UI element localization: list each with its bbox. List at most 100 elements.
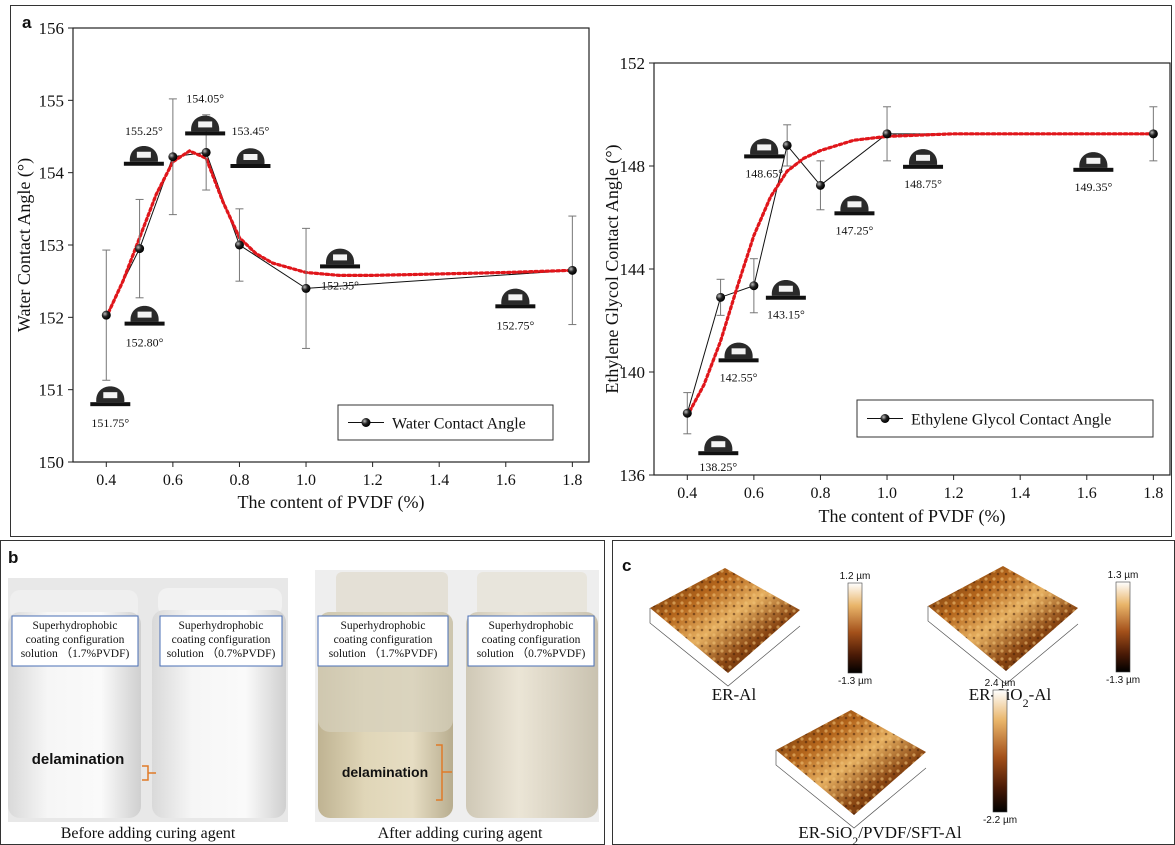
x-tick-label: 1.4 bbox=[1010, 485, 1030, 502]
color-scale bbox=[993, 690, 1007, 812]
photo-label: solution （0.7%PVDF) bbox=[167, 647, 276, 660]
x-tick-label: 1.8 bbox=[1143, 485, 1163, 502]
angle-annotation: 147.25° bbox=[836, 223, 874, 237]
photo-caption: After adding curing agent bbox=[378, 825, 543, 842]
angle-annotation: 152.80° bbox=[126, 336, 164, 350]
droplet-surface bbox=[698, 451, 738, 455]
droplet-highlight bbox=[243, 154, 257, 160]
legend-label: Water Contact Angle bbox=[392, 416, 526, 433]
x-tick-label: 1.2 bbox=[363, 472, 383, 489]
x-axis-label: The content of PVDF (%) bbox=[238, 492, 425, 513]
afm-caption: ER-Al bbox=[712, 685, 757, 704]
data-point bbox=[168, 152, 177, 161]
droplet-surface bbox=[744, 154, 784, 158]
droplet-surface bbox=[495, 304, 535, 308]
photo-label: solution （1.7%PVDF) bbox=[21, 647, 130, 660]
scale-min-label: -1.3 µm bbox=[838, 676, 872, 687]
photo-label: coating configuration bbox=[172, 634, 271, 646]
photo-caption: Before adding curing agent bbox=[61, 825, 236, 842]
angle-annotation: 148.75° bbox=[904, 177, 942, 191]
x-tick-label: 0.8 bbox=[810, 485, 830, 502]
angle-annotation: 148.65° bbox=[745, 166, 783, 180]
y-axis-label: Ethylene Glycol Contact Angle (°) bbox=[602, 144, 623, 393]
afm-texture bbox=[650, 568, 800, 673]
caption-part: ER-SiO bbox=[798, 823, 852, 842]
photo-label: solution （0.7%PVDF) bbox=[477, 647, 586, 660]
angle-annotation: 153.45° bbox=[232, 124, 270, 138]
photo-after bbox=[315, 570, 599, 822]
x-tick-label: 0.8 bbox=[229, 472, 249, 489]
color-scale bbox=[848, 583, 862, 673]
angle-annotation: 154.05° bbox=[186, 91, 224, 105]
angle-annotation: 152.75° bbox=[496, 318, 534, 332]
droplet-icon bbox=[744, 139, 784, 159]
angle-annotation: 142.55° bbox=[720, 370, 758, 384]
photo-label: Superhydrophobic bbox=[33, 620, 118, 632]
droplet-icon bbox=[124, 146, 164, 166]
y-axis-label: Water Contact Angle (°) bbox=[14, 158, 35, 332]
x-tick-label: 1.4 bbox=[429, 472, 449, 489]
afm-texture bbox=[776, 710, 926, 815]
y-tick-label: 144 bbox=[620, 260, 646, 279]
droplet-icon bbox=[185, 116, 225, 136]
legend-label: Ethylene Glycol Contact Angle bbox=[911, 412, 1111, 429]
angle-annotation: 152.35° bbox=[321, 278, 359, 292]
legend-marker bbox=[362, 418, 371, 427]
x-tick-label: 1.8 bbox=[562, 472, 582, 489]
afm-image: 1.2 µm-1.3 µmER-Al bbox=[650, 568, 872, 704]
panel-frame bbox=[11, 6, 1172, 537]
x-tick-label: 0.4 bbox=[96, 472, 116, 489]
x-tick-label: 1.0 bbox=[877, 485, 897, 502]
droplet-highlight bbox=[103, 392, 117, 398]
y-tick-label: 136 bbox=[620, 466, 646, 485]
y-tick-label: 152 bbox=[39, 308, 65, 327]
data-point bbox=[783, 141, 792, 150]
x-tick-label: 0.4 bbox=[677, 485, 697, 502]
droplet-icon bbox=[903, 149, 943, 169]
data-point bbox=[202, 148, 211, 157]
data-point bbox=[135, 244, 144, 253]
data-point bbox=[102, 311, 111, 320]
photo-label: coating configuration bbox=[482, 634, 581, 646]
y-tick-label: 152 bbox=[620, 54, 646, 73]
scale-min-label: -1.3 µm bbox=[1106, 675, 1140, 686]
droplet-icon bbox=[125, 306, 165, 326]
droplet-surface bbox=[903, 165, 943, 169]
droplet-highlight bbox=[847, 201, 861, 207]
droplet-icon bbox=[495, 289, 535, 309]
x-axis-label: The content of PVDF (%) bbox=[819, 506, 1006, 527]
panel-letter: a bbox=[22, 13, 32, 32]
data-point bbox=[816, 181, 825, 190]
droplet-highlight bbox=[916, 155, 930, 161]
afm-texture bbox=[928, 566, 1078, 671]
droplet-icon bbox=[90, 386, 130, 406]
droplet-highlight bbox=[333, 254, 347, 260]
data-point bbox=[568, 266, 577, 275]
droplet-surface bbox=[185, 131, 225, 135]
x-tick-label: 1.6 bbox=[496, 472, 516, 489]
droplet-highlight bbox=[779, 286, 793, 292]
scale-min-label: -2.2 µm bbox=[983, 815, 1017, 826]
color-scale bbox=[1116, 582, 1130, 672]
angle-annotation: 143.15° bbox=[767, 308, 805, 322]
angle-annotation: 138.25° bbox=[699, 460, 737, 474]
photo-label: coating configuration bbox=[334, 634, 433, 646]
droplet-icon bbox=[1073, 152, 1113, 172]
droplet-surface bbox=[230, 164, 270, 168]
x-tick-label: 1.0 bbox=[296, 472, 316, 489]
photo-label: coating configuration bbox=[26, 634, 125, 646]
droplet-icon bbox=[766, 280, 806, 300]
droplet-surface bbox=[766, 296, 806, 300]
photo-label: Superhydrophobic bbox=[341, 620, 426, 632]
data-point bbox=[1149, 129, 1158, 138]
y-tick-label: 155 bbox=[39, 91, 65, 110]
droplet-highlight bbox=[732, 348, 746, 354]
data-point bbox=[235, 241, 244, 250]
droplet-icon bbox=[230, 148, 270, 168]
y-tick-label: 154 bbox=[39, 164, 65, 183]
droplet-icon bbox=[320, 249, 360, 269]
x-tick-label: 1.2 bbox=[944, 485, 964, 502]
